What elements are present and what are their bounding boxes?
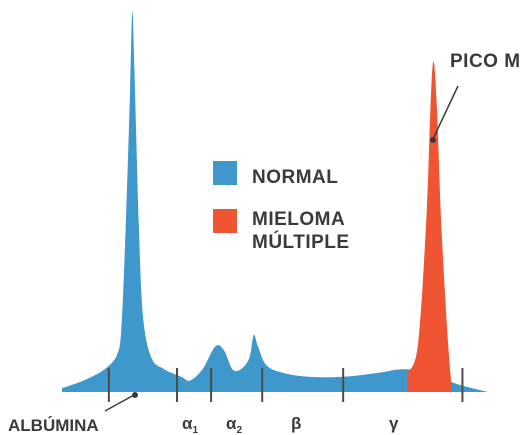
fraction-dividers [107, 368, 464, 402]
fraction-label-beta: β [291, 414, 301, 433]
annotation-pico-m: PICO M [450, 51, 521, 72]
legend-label-normal: NORMAL [252, 167, 338, 188]
fraction-label-alpha1: α1 [182, 414, 198, 435]
fraction-label-alpha2: α2 [226, 414, 242, 435]
legend-label-mieloma-line2: MÚLTIPLE [252, 231, 350, 253]
alpha2-subscript: 2 [236, 425, 242, 435]
annotation-dot-albumina [132, 392, 138, 398]
annotation-leader-albumina [104, 394, 135, 412]
legend-swatch-normal [213, 161, 237, 185]
legend-swatch-mieloma [213, 209, 237, 233]
alpha1-subscript: 1 [192, 425, 198, 435]
fraction-label-gamma: γ [389, 414, 399, 433]
alpha2-symbol: α [226, 414, 237, 433]
annotation-leader-pico-m [432, 85, 459, 140]
legend-label-mieloma-line1: MIELOMA [252, 209, 345, 230]
alpha1-symbol: α [182, 414, 193, 433]
annotation-dot-pico-m [430, 137, 436, 143]
fraction-label-albumina: ALBÚMINA [8, 416, 99, 435]
mieloma-curve-area [407, 61, 452, 393]
